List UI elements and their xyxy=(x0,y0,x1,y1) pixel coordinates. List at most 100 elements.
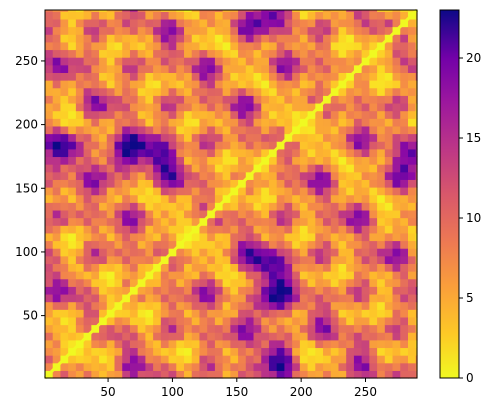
heatmap-cell xyxy=(384,225,394,234)
heatmap-cell xyxy=(369,240,378,249)
heatmap-cell xyxy=(222,179,231,188)
heatmap-cell xyxy=(315,293,324,303)
heatmap-cell xyxy=(361,141,370,150)
heatmap-cell xyxy=(392,34,401,43)
heatmap-cell xyxy=(369,125,378,135)
heatmap-cell xyxy=(52,240,62,249)
heatmap-cell xyxy=(45,240,54,249)
heatmap-cell xyxy=(400,209,409,219)
heatmap-cell xyxy=(245,11,255,20)
heatmap-cell xyxy=(384,263,394,272)
heatmap-cell xyxy=(114,87,123,96)
heatmap-cell xyxy=(346,187,355,196)
heatmap-cell xyxy=(207,339,216,349)
heatmap-cell xyxy=(268,202,278,211)
heatmap-cell xyxy=(60,255,69,264)
heatmap-cell xyxy=(315,125,324,135)
heatmap-cell xyxy=(75,370,85,379)
heatmap-cell xyxy=(369,293,378,303)
heatmap-cell xyxy=(369,57,378,66)
heatmap-cell xyxy=(315,339,324,349)
heatmap-cell xyxy=(214,339,224,349)
heatmap-cell xyxy=(323,263,332,272)
heatmap-cell xyxy=(299,11,309,20)
heatmap-cell xyxy=(276,339,286,349)
heatmap-cell xyxy=(307,179,316,188)
heatmap-cell xyxy=(45,309,54,318)
heatmap-cell xyxy=(238,49,247,58)
heatmap-cell xyxy=(261,49,270,58)
heatmap-cell xyxy=(60,156,69,165)
heatmap-cell xyxy=(176,102,185,112)
heatmap-cell xyxy=(392,324,401,333)
heatmap-cell xyxy=(307,118,316,127)
heatmap-cell xyxy=(129,271,139,280)
heatmap-cell xyxy=(222,57,231,66)
heatmap-cell xyxy=(361,271,370,280)
heatmap-cell xyxy=(45,347,54,356)
heatmap-cell xyxy=(400,148,409,158)
heatmap-cell xyxy=(361,202,370,211)
heatmap-cell xyxy=(99,255,108,264)
heatmap-cell xyxy=(52,209,62,219)
heatmap-cell xyxy=(176,301,185,310)
heatmap-cell xyxy=(284,34,293,43)
heatmap-cell xyxy=(230,34,239,43)
heatmap-cell xyxy=(268,171,278,180)
heatmap-cell xyxy=(268,286,278,295)
heatmap-cell xyxy=(238,370,247,379)
heatmap-cell xyxy=(330,49,340,58)
heatmap-cell xyxy=(168,316,177,326)
heatmap-cell xyxy=(377,156,386,165)
heatmap-cell xyxy=(330,255,340,264)
heatmap-cell xyxy=(361,232,370,242)
heatmap-cell xyxy=(315,248,324,257)
heatmap-cell xyxy=(106,362,116,371)
heatmap-cell xyxy=(230,118,239,127)
heatmap-cell xyxy=(83,110,92,119)
heatmap-cell xyxy=(106,263,116,272)
heatmap-cell xyxy=(353,271,363,280)
heatmap-cell xyxy=(91,11,100,20)
heatmap-cell xyxy=(222,309,231,318)
heatmap-cell xyxy=(315,301,324,310)
heatmap-cell xyxy=(292,80,301,89)
heatmap-cell xyxy=(214,225,224,234)
heatmap-cell xyxy=(268,11,278,20)
heatmap-cell xyxy=(222,125,231,135)
heatmap-cell xyxy=(222,255,231,264)
heatmap-cell xyxy=(207,194,216,203)
heatmap-cell xyxy=(407,148,417,158)
heatmap-cell xyxy=(45,80,54,89)
heatmap-cell xyxy=(99,324,108,333)
diagonal xyxy=(43,8,419,380)
heatmap-cell xyxy=(338,309,347,318)
heatmap-cell xyxy=(106,156,116,165)
heatmap-cell xyxy=(199,248,208,257)
heatmap-cell xyxy=(91,339,100,349)
heatmap-cell xyxy=(245,80,255,89)
heatmap-cell xyxy=(60,64,69,73)
heatmap-cell xyxy=(238,64,247,73)
heatmap-cell xyxy=(160,10,170,12)
heatmap-cell xyxy=(346,293,355,303)
heatmap-cell xyxy=(284,255,293,264)
heatmap-cell xyxy=(191,102,201,112)
heatmap-cell xyxy=(323,102,332,112)
heatmap-cell xyxy=(400,324,409,333)
heatmap-cell xyxy=(45,286,54,295)
heatmap-cell xyxy=(68,141,77,150)
heatmap-cell xyxy=(245,324,255,333)
heatmap-cell xyxy=(52,141,62,150)
heatmap-cell xyxy=(392,339,401,349)
heatmap-cell xyxy=(369,95,378,104)
heatmap-cell xyxy=(191,179,201,188)
heatmap-cell xyxy=(407,332,417,341)
heatmap-cell xyxy=(176,179,185,188)
heatmap-cell xyxy=(253,293,262,303)
heatmap-cell xyxy=(68,179,77,188)
heatmap-cell xyxy=(153,232,162,242)
heatmap-cell xyxy=(184,240,193,249)
heatmap-cell xyxy=(284,355,293,364)
